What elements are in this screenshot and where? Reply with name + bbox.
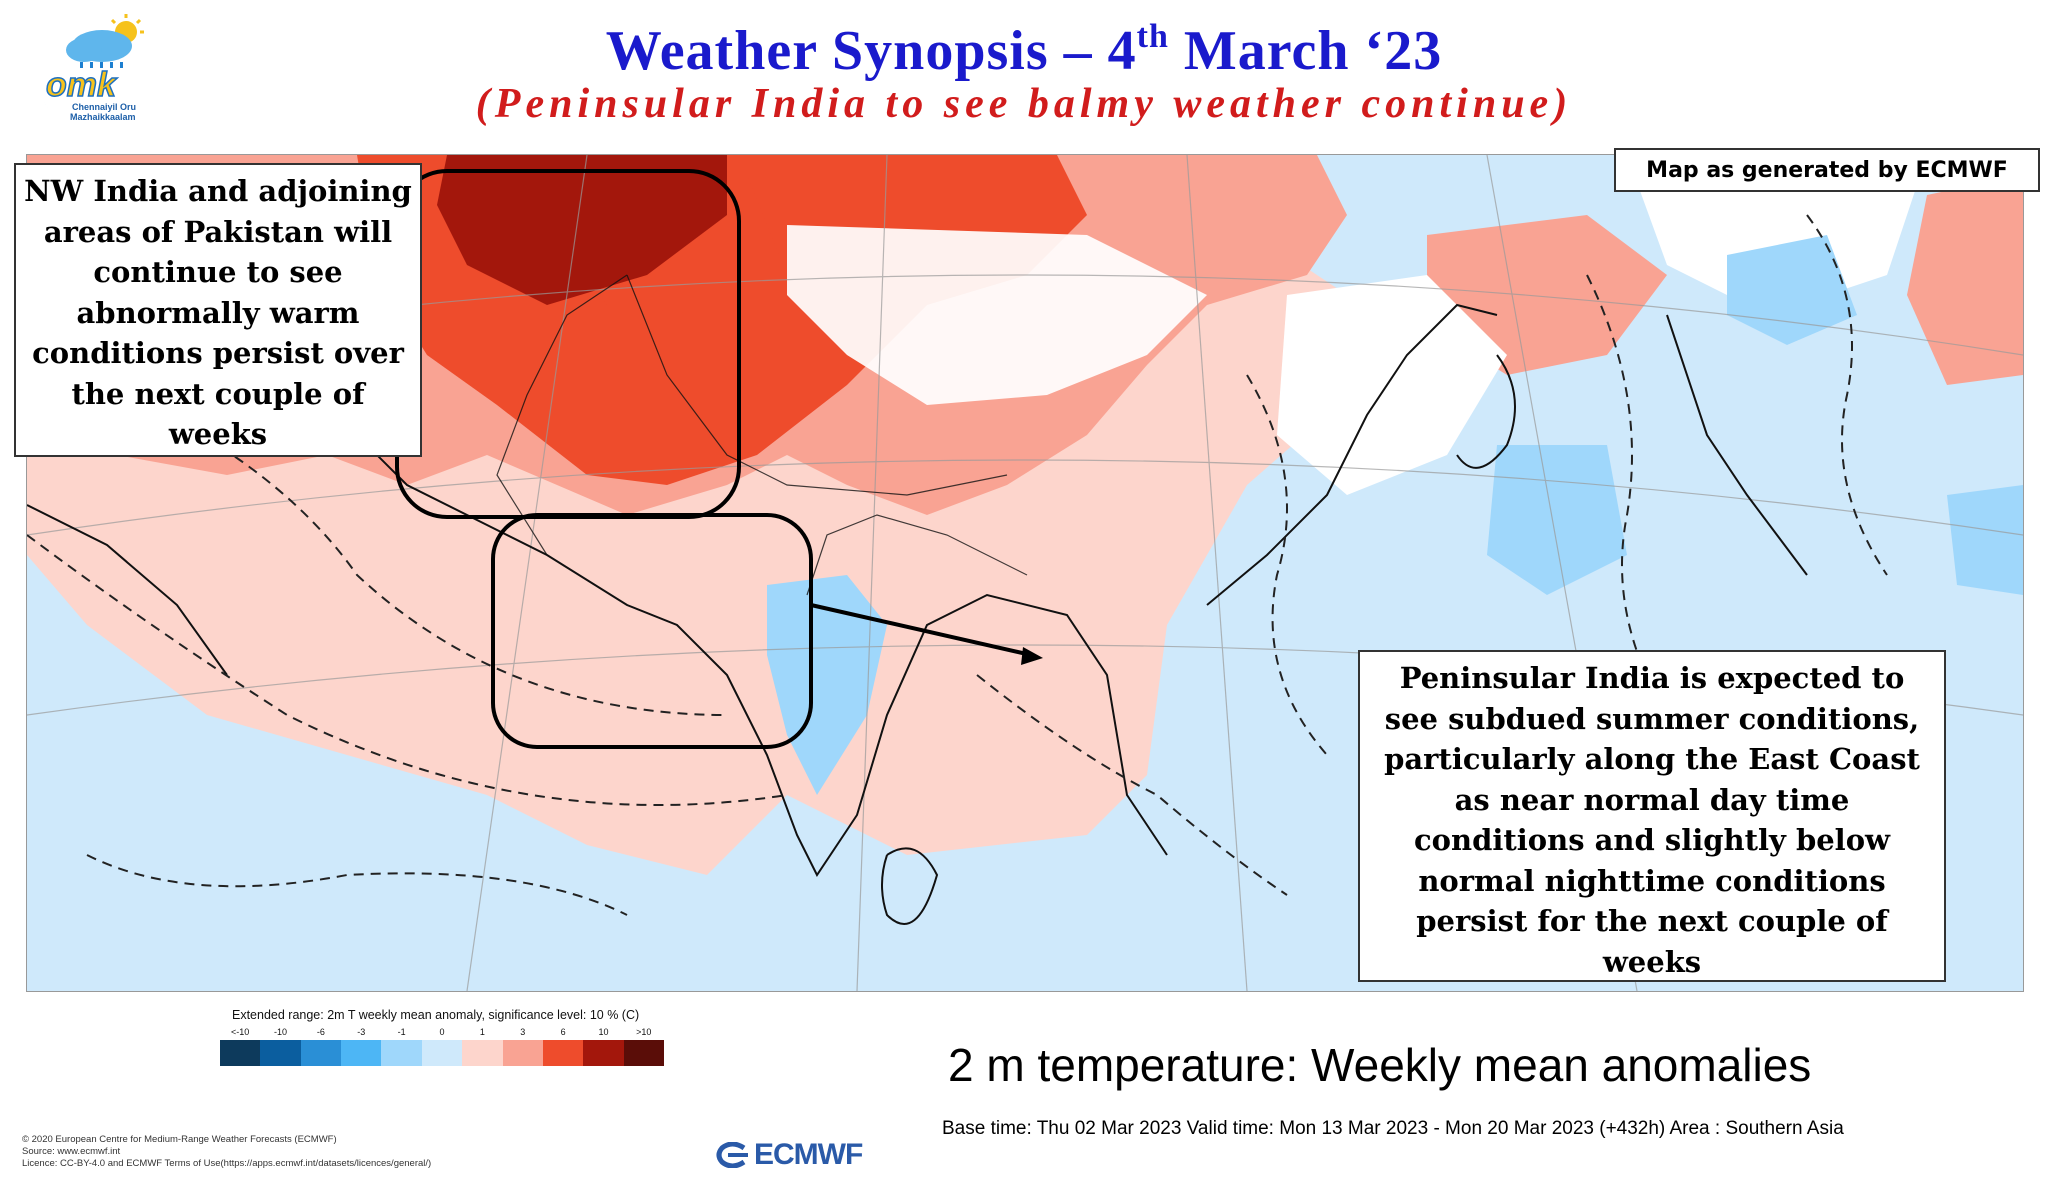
legend-swatch [462,1040,503,1066]
region-neutral-central-asia [787,225,1207,405]
copyright-notice: © 2020 European Centre for Medium-Range … [22,1134,431,1170]
region-mild-warm-ne [1907,175,2023,385]
licence-line: Licence: CC-BY-4.0 and ECMWF Terms of Us… [22,1158,432,1169]
legend-tick-label: <-10 [231,1027,250,1037]
callout-nw-line: conditions persist over [32,336,404,370]
callout-nw-line: abnormally warm [76,295,360,330]
callout-nw-india: NW India and adjoining areas of Pakistan… [14,163,422,457]
callout-peninsula-line: persist for the next couple of [1416,904,1888,938]
arrow-peninsula-line [810,603,1032,657]
title-end: March ‘23 [1168,20,1443,82]
legend-tick-label: -3 [357,1027,366,1037]
region-cool-pacific [1947,485,2023,595]
ecmwf-swirl-icon [716,1142,748,1168]
legend-swatch [502,1040,543,1066]
legend-tick-label: 6 [560,1027,566,1037]
region-cool-sea [1487,445,1627,595]
legend-swatch [623,1040,664,1066]
source-line: Source: www.ecmwf.int [22,1146,121,1157]
callout-peninsula-line: conditions and slightly below [1413,823,1891,857]
region-cool-ne [1727,235,1857,345]
logo-tagline-1: Chennaiyil Oru [72,102,136,112]
logo-tagline-2: Mazhaikkaalam [70,112,136,122]
callout-nw-line: weeks [168,417,268,451]
region-neutral-east [1277,275,1507,495]
callout-nw-line: NW India and adjoining [24,174,412,208]
ecmwf-logo: ECMWF [714,1138,863,1172]
legend-swatch [583,1040,624,1066]
title-main: Weather Synopsis – 4 [605,20,1137,82]
legend-swatch [381,1040,422,1066]
legend-title: Extended range: 2m T weekly mean anomaly… [232,1008,640,1022]
legend-tick-label: -6 [316,1027,325,1037]
callout-peninsula-line: as near normal day time [1454,782,1850,817]
copyright-line: © 2020 European Centre for Medium-Range … [22,1134,337,1145]
legend-tick-label: -10 [274,1027,288,1037]
legend-tick-label: 0 [439,1027,445,1037]
legend-swatch [300,1040,342,1066]
callout-peninsula-line: particularly along the East Coast [1384,742,1920,776]
map-title: 2 m temperature: Weekly mean anomalies [948,1039,1812,1091]
title-superscript: th [1136,18,1169,55]
legend-tick-label: 1 [479,1027,485,1037]
logo-wordmark: omk [46,66,118,104]
highlight-box-peninsula [491,513,813,749]
ecmwf-logo-text: ECMWF [754,1138,863,1171]
legend-swatch [542,1040,584,1066]
page-title: Weather Synopsis – 4th March ‘23 [0,18,2048,83]
callout-peninsula-line: Peninsular India is expected to [1399,661,1905,695]
legend-tick-label: -1 [397,1027,406,1037]
legend-tick-label: 10 [598,1027,609,1037]
map-source-label: Map as generated by ECMWF [1614,148,2040,192]
legend-swatch [260,1040,301,1066]
callout-nw-line: areas of Pakistan will [43,214,393,249]
legend-swatch [341,1040,382,1066]
legend-tick-label: 3 [520,1027,526,1037]
country-borders [496,274,1028,596]
legend-ticks: <-10 -10 -6 -3 -1 0 1 3 6 10 >10 [212,1027,682,1039]
page-subtitle: (Peninsular India to see balmy weather c… [475,81,1573,127]
legend-swatch [421,1040,463,1066]
callout-nw-line: the next couple of [71,376,365,411]
omk-logo: omk Chennaiyil Oru Mazhaikkaalam [4,6,154,146]
callout-nw-line: continue to see [93,255,343,289]
legend-color-bar [220,1040,664,1066]
legend-swatch [220,1040,261,1066]
callout-peninsular-india: Peninsular India is expected to see subd… [1358,650,1946,982]
region-strong-warm [437,155,727,305]
region-neutral-ne [1627,155,1927,315]
base-time-info: Base time: Thu 02 Mar 2023 Valid time: M… [942,1118,1844,1139]
callout-peninsula-line: see subdued summer conditions, [1384,701,1920,736]
callout-peninsula-line: normal nighttime conditions [1418,863,1886,898]
region-cool-india [767,575,887,795]
callout-peninsula-line: weeks [1602,944,1702,979]
arrow-peninsula-head [1021,647,1043,665]
legend-tick-label: >10 [636,1027,652,1037]
coastlines [26,303,1808,925]
